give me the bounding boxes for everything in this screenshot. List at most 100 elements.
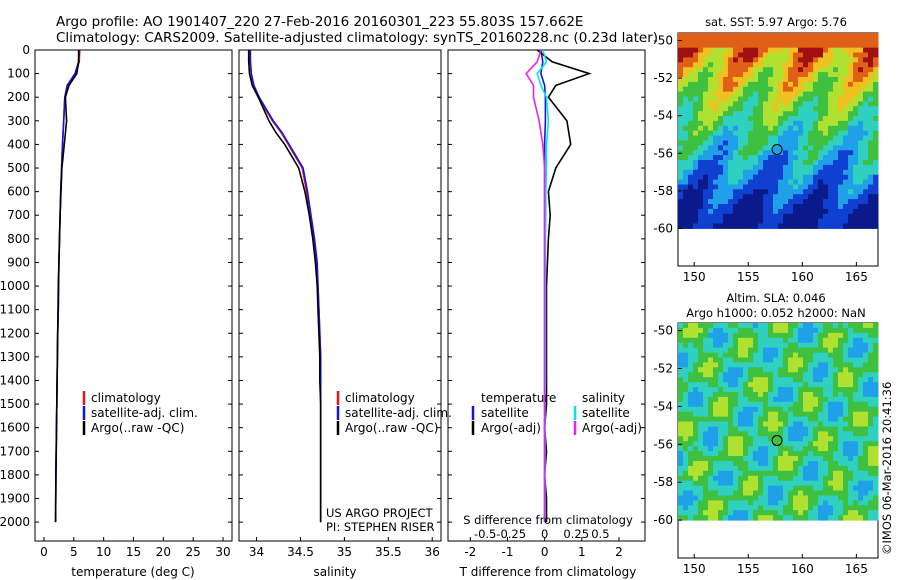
heatmap-cell xyxy=(848,96,854,102)
heatmap-cell xyxy=(838,125,844,132)
heatmap-cell xyxy=(828,436,834,442)
heatmap-cell xyxy=(778,421,784,427)
heatmap-cell xyxy=(823,189,829,195)
heatmap-cell xyxy=(868,213,874,220)
heatmap-cell xyxy=(728,199,734,205)
heatmap-cell xyxy=(868,347,874,353)
heatmap-cell xyxy=(788,470,794,477)
heatmap-cell xyxy=(818,42,824,49)
heatmap-cell xyxy=(713,67,719,73)
heatmap-cell xyxy=(843,130,849,137)
heatmap-cell xyxy=(818,77,824,83)
heatmap-cell xyxy=(868,150,874,156)
heatmap-cell xyxy=(693,416,699,422)
heatmap-cell xyxy=(768,465,774,472)
heatmap-cell xyxy=(748,500,754,506)
heatmap-cell xyxy=(718,116,724,122)
heatmap-cell xyxy=(813,96,819,102)
heatmap-cell xyxy=(873,475,879,482)
heatmap-cell xyxy=(708,155,714,161)
heatmap-cell xyxy=(783,490,789,496)
heatmap-cell xyxy=(738,396,744,403)
heatmap-cell xyxy=(873,515,879,521)
heatmap-cell xyxy=(728,179,734,185)
heatmap-cell xyxy=(813,451,819,457)
heatmap-cell xyxy=(738,213,744,220)
heatmap-cell xyxy=(708,169,714,176)
heatmap-cell xyxy=(818,332,824,339)
heatmap-cell xyxy=(733,135,739,141)
heatmap-cell xyxy=(728,194,734,200)
heatmap-cell xyxy=(708,475,714,482)
heatmap-cell xyxy=(688,392,694,398)
heatmap-cell xyxy=(708,411,714,418)
heatmap-cell xyxy=(843,342,849,349)
heatmap-cell xyxy=(833,332,839,339)
heatmap-cell xyxy=(698,52,704,58)
heatmap-cell xyxy=(783,194,789,200)
heatmap-cell xyxy=(708,342,714,349)
heatmap-cell xyxy=(738,120,744,127)
heatmap-cell xyxy=(833,470,839,477)
heatmap-cell xyxy=(873,47,879,54)
heatmap-cell xyxy=(753,67,759,73)
heatmap-cell xyxy=(683,392,689,398)
heatmap-cell xyxy=(783,208,789,215)
heatmap-cell xyxy=(828,116,834,122)
heatmap-cell xyxy=(868,382,874,388)
heatmap-cell xyxy=(703,81,709,88)
heatmap-cell xyxy=(743,116,749,122)
heatmap-cell xyxy=(758,451,764,457)
heatmap-cell xyxy=(733,179,739,185)
heatmap-cell xyxy=(813,515,819,521)
heatmap-cell xyxy=(828,332,834,339)
heatmap-cell xyxy=(748,495,754,501)
heatmap-cell xyxy=(688,218,694,224)
heatmap-cell xyxy=(788,352,794,358)
heatmap-cell xyxy=(758,135,764,141)
heatmap-cell xyxy=(693,174,699,181)
heatmap-cell xyxy=(738,332,744,339)
heatmap-cell xyxy=(748,485,754,491)
sst-heatmap-cells xyxy=(678,33,879,229)
heatmap-cell xyxy=(818,47,824,54)
salinity-legend: climatology satellite-adj. clim. Argo(..… xyxy=(336,391,452,435)
heatmap-cell xyxy=(723,500,729,506)
heatmap-cell xyxy=(843,189,849,195)
heatmap-cell xyxy=(828,57,834,63)
heatmap-cell xyxy=(718,332,724,339)
heatmap-cell xyxy=(698,426,704,432)
heatmap-cell xyxy=(768,495,774,501)
heatmap-cell xyxy=(718,323,724,329)
heatmap-cell xyxy=(848,337,854,344)
heatmap-cell xyxy=(858,86,864,93)
heatmap-cell xyxy=(793,194,799,200)
heatmap-cell xyxy=(773,411,779,418)
heatmap-cell xyxy=(793,86,799,93)
heatmap-cell xyxy=(803,342,809,349)
heatmap-cell xyxy=(758,490,764,496)
heatmap-cell xyxy=(853,475,859,482)
heatmap-cell xyxy=(823,332,829,339)
heatmap-cell xyxy=(778,416,784,422)
lat-tick-label: -60 xyxy=(653,221,673,235)
heatmap-cell xyxy=(788,377,794,383)
heatmap-cell xyxy=(783,199,789,205)
heatmap-cell xyxy=(698,461,704,467)
heatmap-cell xyxy=(798,475,804,482)
heatmap-cell xyxy=(763,480,769,487)
heatmap-cell xyxy=(703,33,709,39)
heatmap-cell xyxy=(813,372,819,378)
heatmap-cell xyxy=(688,62,694,68)
heatmap-cell xyxy=(788,485,794,491)
heatmap-cell xyxy=(833,213,839,220)
heatmap-cell xyxy=(713,436,719,442)
heatmap-cell xyxy=(693,510,699,516)
heatmap-cell xyxy=(698,42,704,49)
heatmap-cell xyxy=(873,174,879,181)
heatmap-cell xyxy=(728,377,734,383)
heatmap-cell xyxy=(718,327,724,334)
heatmap-cell xyxy=(728,218,734,224)
heatmap-cell xyxy=(853,342,859,349)
heatmap-cell xyxy=(693,446,699,452)
